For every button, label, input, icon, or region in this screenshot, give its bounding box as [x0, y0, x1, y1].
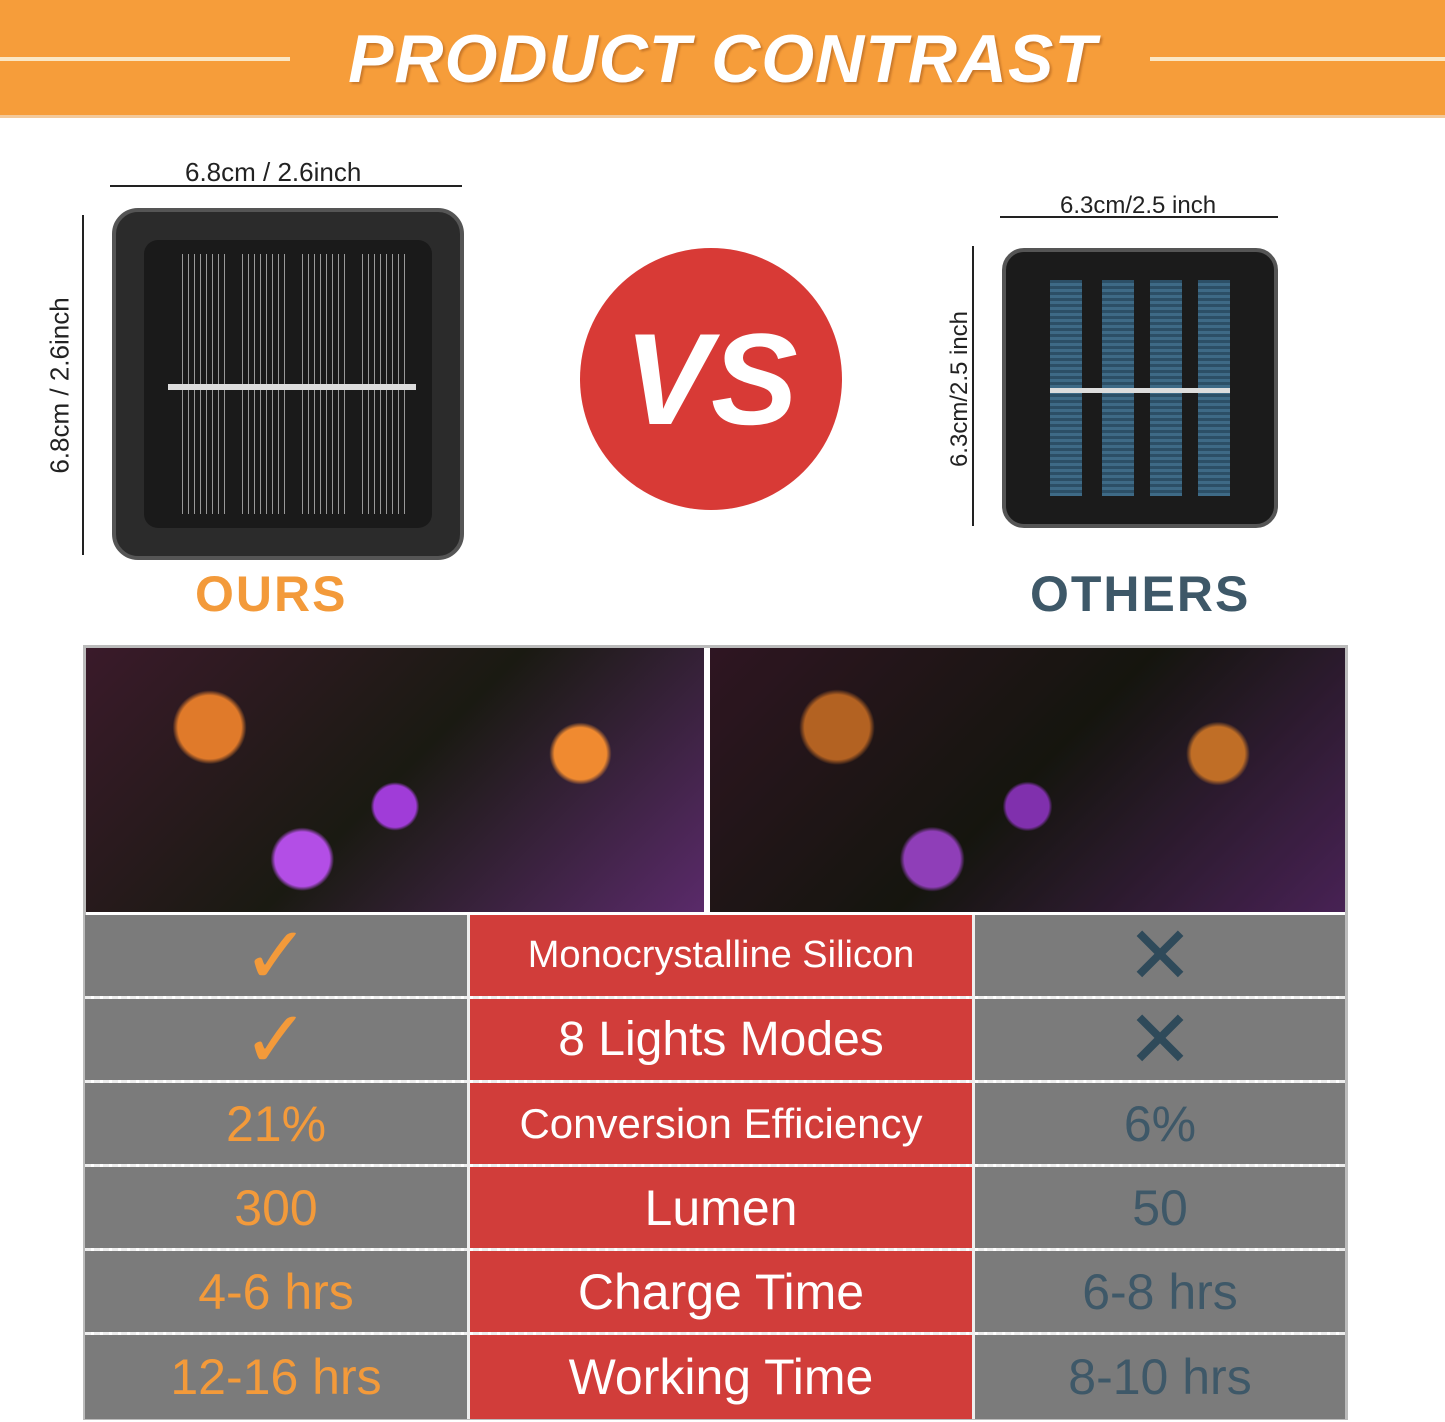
ours-cell: 12-16 hrs [85, 1335, 470, 1419]
ours-lights-photo [86, 648, 704, 912]
feature-cell: Monocrystalline Silicon [470, 915, 975, 996]
header-banner: PRODUCT CONTRAST [0, 0, 1445, 118]
feature-cell: Lumen [470, 1167, 975, 1248]
ours-cell: 21% [85, 1083, 470, 1164]
feature-cell: 8 Lights Modes [470, 999, 975, 1080]
feature-cell: Working Time [470, 1335, 975, 1419]
others-cell: 8-10 hrs [975, 1335, 1345, 1419]
others-cell: 6-8 hrs [975, 1251, 1345, 1332]
ours-height-dimension: 6.8cm / 2.6inch [44, 297, 75, 474]
divider [0, 57, 290, 61]
width-dimension-line [110, 185, 462, 187]
table-row: 21% Conversion Efficiency 6% [85, 1083, 1345, 1167]
divider [1150, 57, 1445, 61]
height-dimension-line [82, 215, 84, 555]
width-dimension-line [1000, 216, 1278, 218]
page-title: PRODUCT CONTRAST [348, 21, 1097, 97]
check-icon: ✓ [242, 995, 310, 1084]
vs-badge: VS [580, 248, 842, 510]
ours-cell: ✓ [85, 995, 470, 1084]
ours-cell: 300 [85, 1167, 470, 1248]
feature-cell: Charge Time [470, 1251, 975, 1332]
feature-cell: Conversion Efficiency [470, 1083, 975, 1164]
table-row: 12-16 hrs Working Time 8-10 hrs [85, 1335, 1345, 1419]
table-row: ✓ Monocrystalline Silicon ✕ [85, 911, 1345, 1000]
others-lights-photo [710, 648, 1345, 912]
ours-solar-panel [112, 208, 464, 560]
others-cell: 50 [975, 1167, 1345, 1248]
others-width-dimension: 6.3cm/2.5 inch [1060, 192, 1217, 219]
ours-cell: 4-6 hrs [85, 1251, 470, 1332]
others-cell: ✕ [975, 911, 1345, 1000]
comparison-table: ✓ Monocrystalline Silicon ✕ ✓ 8 Lights M… [85, 911, 1345, 1419]
ours-cell: ✓ [85, 911, 470, 1000]
height-dimension-line [972, 246, 974, 526]
cross-icon: ✕ [1126, 911, 1194, 1000]
table-row: 4-6 hrs Charge Time 6-8 hrs [85, 1251, 1345, 1335]
others-label: OTHERS [1030, 566, 1251, 622]
others-height-dimension: 6.3cm/2.5 inch [946, 310, 973, 468]
others-cell: 6% [975, 1083, 1345, 1164]
table-row: 300 Lumen 50 [85, 1167, 1345, 1251]
cross-icon: ✕ [1126, 995, 1194, 1084]
others-solar-panel [1002, 248, 1278, 528]
others-cell: ✕ [975, 995, 1345, 1084]
table-row: ✓ 8 Lights Modes ✕ [85, 995, 1345, 1084]
ours-width-dimension: 6.8cm / 2.6inch [185, 157, 362, 187]
check-icon: ✓ [242, 911, 310, 1000]
ours-label: OURS [195, 566, 348, 622]
